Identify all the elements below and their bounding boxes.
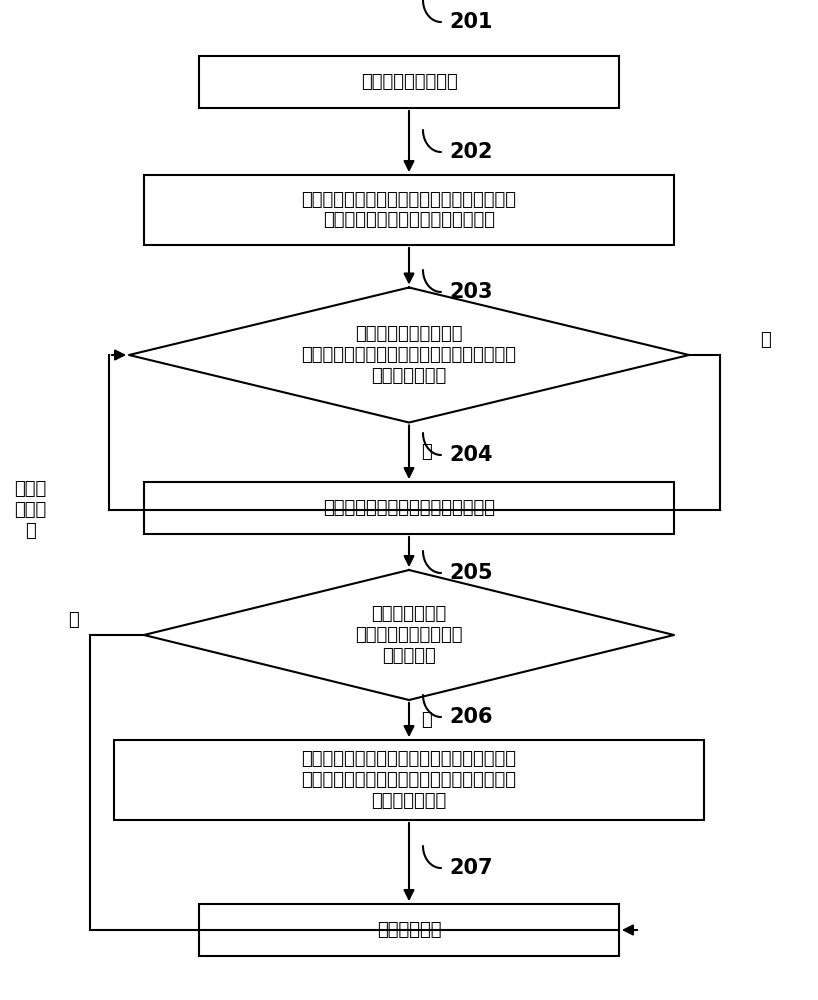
Text: 207: 207 [449,858,492,878]
Text: 判断所述功率和
是否不小于设定的第一
功率门限值: 判断所述功率和 是否不小于设定的第一 功率门限值 [355,605,463,665]
Bar [144,482,674,534]
Text: 否: 否 [760,331,771,349]
Polygon shape [144,570,674,700]
Bar [144,175,674,245]
Text: 是: 是 [421,443,432,461]
Bar [199,56,619,108]
Polygon shape [129,288,689,422]
Text: 是: 是 [421,711,432,729]
Text: 203: 203 [449,282,492,302]
Text: 201: 201 [449,12,492,32]
Text: 判断当前所有截取到的
抽头的总个数是否不大于所述最小相位信道响
应中的抽头总数: 判断当前所有截取到的 抽头的总个数是否不大于所述最小相位信道响 应中的抽头总数 [302,325,516,385]
Text: 设定第一功率门限值: 设定第一功率门限值 [361,73,457,91]
Text: 否: 否 [68,611,79,629]
Text: 结束本次操作: 结束本次操作 [377,921,441,939]
Bar [114,740,704,820]
Text: 204: 204 [449,445,492,465]
Text: 206: 206 [449,707,492,727]
Text: 截取下
一个抽
头: 截取下 一个抽 头 [14,480,46,540]
Text: 202: 202 [449,142,492,162]
Bar [199,904,619,956]
Text: 将当前所截取到的至少一个抽头作为筛选出的
能量符合设定条件的抽头，并输出当前所截取
到的抽头的个数: 将当前所截取到的至少一个抽头作为筛选出的 能量符合设定条件的抽头，并输出当前所截… [302,750,516,810]
Text: 按照所述最小相位信道响应中的抽头顺序，从
第一个抽头开始，依次截取各个抽头: 按照所述最小相位信道响应中的抽头顺序，从 第一个抽头开始，依次截取各个抽头 [302,191,516,229]
Text: 205: 205 [449,563,492,583]
Text: 计算当前所有截取到的抽头的功率和: 计算当前所有截取到的抽头的功率和 [323,499,495,517]
